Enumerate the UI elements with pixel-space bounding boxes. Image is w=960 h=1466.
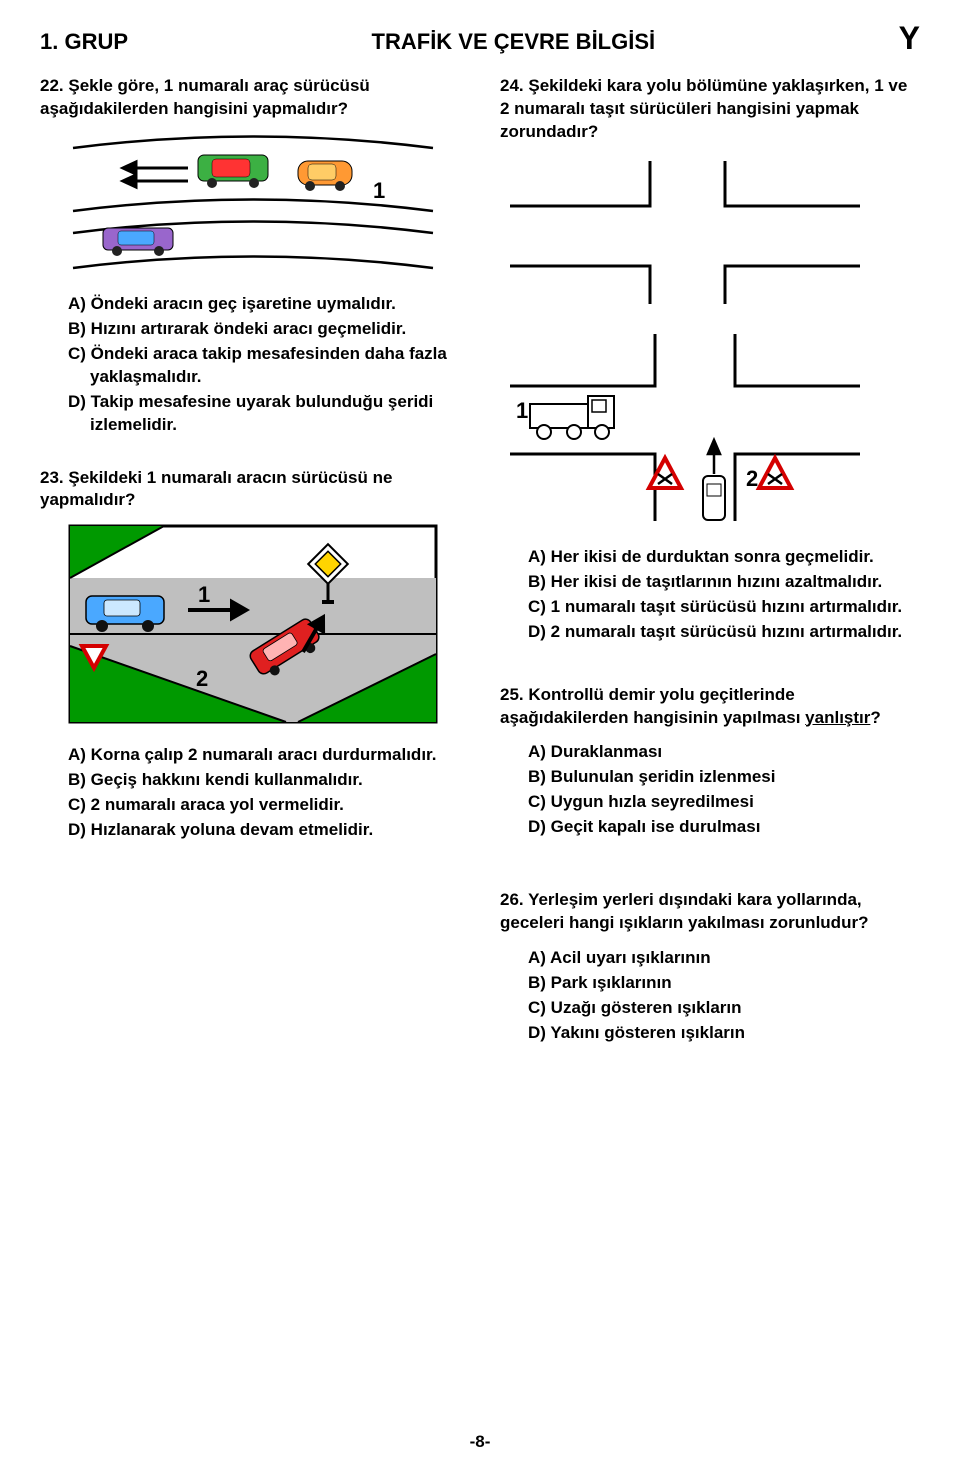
- q24-figure-a: [500, 156, 870, 306]
- right-column: 24. Şekildeki kara yolu bölümüne yaklaşı…: [500, 75, 920, 1075]
- header-right: Y: [899, 20, 920, 57]
- header-left: 1. GRUP: [40, 29, 128, 55]
- q24-c: C) 1 numaralı taşıt sürücüsü hızını artı…: [528, 596, 920, 619]
- q23-figure: 1 2: [68, 524, 438, 724]
- q26-d: D) Yakını gösteren ışıkların: [528, 1022, 920, 1045]
- question-22: 22. Şekle göre, 1 numaralı araç sürücüsü…: [40, 75, 460, 437]
- q25-d: D) Geçit kapalı ise durulması: [528, 816, 920, 839]
- question-23: 23. Şekildeki 1 numaralı aracın sürücüsü…: [40, 467, 460, 843]
- q22-d: D) Takip mesafesine uyarak bulunduğu şer…: [68, 391, 460, 437]
- q25-c: C) Uygun hızla seyredilmesi: [528, 791, 920, 814]
- svg-text:2: 2: [746, 466, 758, 491]
- svg-text:1: 1: [198, 582, 210, 607]
- q22-text: 22. Şekle göre, 1 numaralı araç sürücüsü…: [40, 75, 460, 121]
- q22-body: Şekle göre, 1 numaralı araç sürücüsü aşa…: [40, 76, 370, 118]
- q26-text: 26. Yerleşim yerleri dışındaki kara yoll…: [500, 889, 920, 935]
- q22-c: C) Öndeki araca takip mesafesinden daha …: [68, 343, 460, 389]
- q25-body-underline: yanlıştır: [805, 708, 870, 727]
- page-header: 1. GRUP TRAFİK VE ÇEVRE BİLGİSİ Y: [40, 20, 920, 57]
- q23-text: 23. Şekildeki 1 numaralı aracın sürücüsü…: [40, 467, 460, 513]
- q25-body-post: ?: [870, 708, 880, 727]
- q23-d: D) Hızlanarak yoluna devam etmelidir.: [68, 819, 460, 842]
- q22-figure: 1: [68, 133, 438, 273]
- q24-num: 24.: [500, 76, 524, 95]
- q22-answers: A) Öndeki aracın geç işaretine uymalıdır…: [40, 293, 460, 437]
- q24-figure-b: 1 2: [500, 326, 870, 526]
- q25-num: 25.: [500, 685, 524, 704]
- q26-b: B) Park ışıklarının: [528, 972, 920, 995]
- q24-text: 24. Şekildeki kara yolu bölümüne yaklaşı…: [500, 75, 920, 144]
- q25-answers: A) Duraklanması B) Bulunulan şeridin izl…: [500, 741, 920, 839]
- q23-a: A) Korna çalıp 2 numaralı aracı durdurma…: [68, 744, 460, 767]
- svg-text:1: 1: [516, 398, 528, 423]
- q24-answers: A) Her ikisi de durduktan sonra geçmelid…: [500, 546, 920, 644]
- q23-num: 23.: [40, 468, 64, 487]
- svg-text:1: 1: [373, 178, 385, 203]
- q26-num: 26.: [500, 890, 524, 909]
- q25-text: 25. Kontrollü demir yolu geçitlerinde aş…: [500, 684, 920, 730]
- q23-c: C) 2 numaralı araca yol vermelidir.: [68, 794, 460, 817]
- q24-body: Şekildeki kara yolu bölümüne yaklaşırken…: [500, 76, 907, 141]
- q23-body: Şekildeki 1 numaralı aracın sürücüsü ne …: [40, 468, 392, 510]
- q25-a: A) Duraklanması: [528, 741, 920, 764]
- q23-answers: A) Korna çalıp 2 numaralı aracı durdurma…: [40, 744, 460, 842]
- q22-num: 22.: [40, 76, 64, 95]
- page-number: -8-: [470, 1432, 491, 1452]
- question-24: 24. Şekildeki kara yolu bölümüne yaklaşı…: [500, 75, 920, 644]
- q24-d: D) 2 numaralı taşıt sürücüsü hızını artı…: [528, 621, 920, 644]
- q23-b: B) Geçiş hakkını kendi kullanmalıdır.: [68, 769, 460, 792]
- q25-b: B) Bulunulan şeridin izlenmesi: [528, 766, 920, 789]
- q26-c: C) Uzağı gösteren ışıkların: [528, 997, 920, 1020]
- q25-body-pre: Kontrollü demir yolu geçitlerinde aşağıd…: [500, 685, 805, 727]
- svg-text:2: 2: [196, 666, 208, 691]
- q24-a: A) Her ikisi de durduktan sonra geçmelid…: [528, 546, 920, 569]
- q26-answers: A) Acil uyarı ışıklarının B) Park ışıkla…: [500, 947, 920, 1045]
- columns-wrap: 22. Şekle göre, 1 numaralı araç sürücüsü…: [40, 75, 920, 1075]
- question-25: 25. Kontrollü demir yolu geçitlerinde aş…: [500, 684, 920, 840]
- q26-body: Yerleşim yerleri dışındaki kara yolların…: [500, 890, 868, 932]
- q22-a: A) Öndeki aracın geç işaretine uymalıdır…: [68, 293, 460, 316]
- q24-b: B) Her ikisi de taşıtlarının hızını azal…: [528, 571, 920, 594]
- header-center: TRAFİK VE ÇEVRE BİLGİSİ: [372, 29, 656, 55]
- q26-a: A) Acil uyarı ışıklarının: [528, 947, 920, 970]
- left-column: 22. Şekle göre, 1 numaralı araç sürücüsü…: [40, 75, 460, 1075]
- q22-b: B) Hızını artırarak öndeki aracı geçmeli…: [68, 318, 460, 341]
- question-26: 26. Yerleşim yerleri dışındaki kara yoll…: [500, 889, 920, 1045]
